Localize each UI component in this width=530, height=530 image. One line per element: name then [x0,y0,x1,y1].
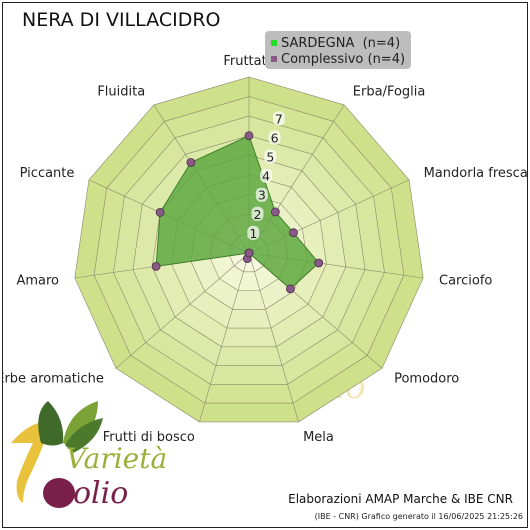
point-complessivo-9 [155,207,165,217]
category-label-4: Pomodoro [394,372,459,387]
tick-label-6: 6 [271,131,279,146]
tick-bg-2 [251,206,264,221]
tick-label-7: 7 [275,111,283,126]
point-complessivo-8 [151,261,161,271]
category-label-8: Amaro [16,273,59,288]
legend-swatch-complessivo [271,56,277,62]
point-complessivo-1 [270,207,280,217]
tick-label-5: 5 [266,150,274,165]
tick-label-4: 4 [262,169,270,184]
point-complessivo-4 [285,284,295,294]
category-label-9: Piccante [20,166,75,181]
category-label-3: Carciofo [439,273,492,288]
tick-label-1: 1 [249,226,257,241]
point-complessivo-10 [186,158,196,167]
logo-word-olio: olio [73,476,128,511]
legend-label-complessivo: Complessivo (n=4) [281,52,405,67]
logo-word-varieta: Varietà [66,442,167,475]
tick-bg-7 [272,111,285,126]
radial-ticks: 1 2 3 4 5 6 7 [247,111,285,241]
category-label-5: Mela [303,430,334,445]
generated-timestamp: (IBE - CNR) Grafico generato il 16/06/20… [315,512,523,521]
series-layer [151,131,324,294]
legend: SARDEGNA (n=4) Complessivo (n=4) [265,31,411,69]
legend-swatch-sardegna [271,40,277,46]
tick-label-3: 3 [258,188,266,203]
radar-chart: olio 1 2 3 4 5 6 7 Fruttato Erba/Foglia Mandorla… [3,9,528,521]
chart-title: NERA DI VILLACIDRO [22,9,221,31]
credit-line: Elaborazioni AMAP Marche & IBE CNR [288,492,513,506]
category-labels: Fruttato Erba/Foglia Mandorla fresca Carcio… [3,54,528,445]
point-complessivo-2 [289,228,298,238]
tick-bg-4 [260,168,273,183]
spoke-6 [199,252,250,422]
varieta-olio-logo: Varietà olio [11,401,167,511]
category-label-7: Erbe aromatiche [3,372,104,387]
spoke-5 [248,252,299,422]
category-label-0: Fruttato [223,54,274,69]
tick-bg-3 [255,187,268,202]
category-label-10: Fluidita [97,85,145,100]
legend-box [265,31,411,69]
legend-label-sardegna: SARDEGNA (n=4) [281,36,400,51]
tick-bg-1 [247,225,260,240]
tick-label-2: 2 [254,207,262,222]
spoke-7 [115,252,250,369]
tick-bg-6 [268,130,281,145]
point-complessivo-7 [244,248,254,258]
tick-bg-5 [264,149,277,164]
category-label-6: Frutti di bosco [103,430,195,445]
point-complessivo-3 [314,258,324,268]
point-complessivo-0 [244,131,254,141]
category-label-1: Erba/Foglia [353,85,426,100]
category-label-2: Mandorla fresca [424,166,528,181]
